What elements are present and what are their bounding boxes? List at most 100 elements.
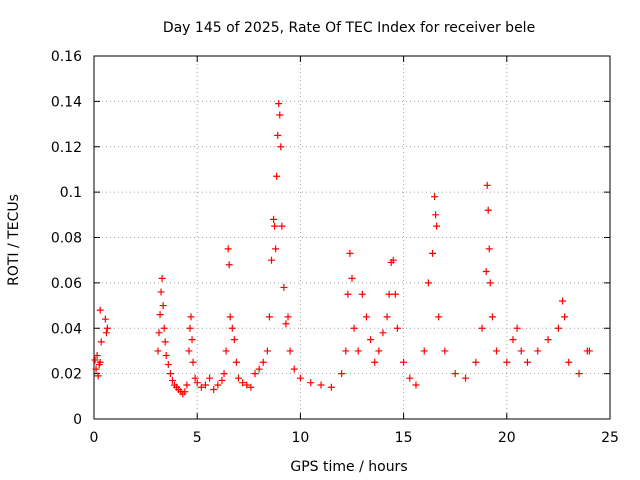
data-point (488, 313, 496, 321)
data-point (255, 365, 263, 373)
data-point (168, 376, 176, 384)
y-tick-label: 0.16 (51, 49, 82, 65)
data-point (162, 351, 170, 359)
data-point (272, 245, 280, 253)
data-point (259, 358, 267, 366)
data-point (164, 361, 172, 369)
data-point (554, 324, 562, 332)
data-point (154, 347, 162, 355)
data-point (342, 347, 350, 355)
data-point (478, 324, 486, 332)
data-point (424, 279, 432, 287)
data-point (561, 313, 569, 321)
data-point (161, 338, 169, 346)
x-tick-label: 15 (395, 430, 413, 446)
x-tick-label: 10 (291, 430, 309, 446)
data-point (482, 268, 490, 276)
y-tick-label: 0.12 (51, 140, 82, 156)
data-point (420, 347, 428, 355)
data-point (433, 222, 441, 230)
data-point (96, 358, 104, 366)
data-point (435, 313, 443, 321)
data-point (103, 324, 111, 332)
data-point (282, 320, 290, 328)
data-point (102, 329, 110, 337)
data-point (375, 347, 383, 355)
data-point (483, 181, 491, 189)
data-point (228, 324, 236, 332)
data-point (186, 324, 194, 332)
y-tick-label: 0.04 (51, 321, 82, 337)
data-point (183, 381, 191, 389)
data-point (338, 370, 346, 378)
data-point (327, 383, 335, 391)
data-point (265, 313, 273, 321)
data-point (391, 290, 399, 298)
data-point (197, 383, 205, 391)
data-point (275, 100, 283, 108)
data-point (503, 358, 511, 366)
data-point (585, 347, 593, 355)
data-point (517, 347, 525, 355)
data-point (157, 288, 165, 296)
data-point (191, 374, 199, 382)
data-point (371, 358, 379, 366)
data-point (523, 358, 531, 366)
data-point (210, 386, 218, 394)
ticks: 0 5 10 15 20 25 0 0.02 0.04 0.06 0.08 0.1 0.12 0.14 0.… (51, 49, 619, 446)
data-point (97, 338, 105, 346)
data-point (379, 329, 387, 337)
data-point (393, 324, 401, 332)
data-point (91, 356, 99, 364)
data-point (451, 370, 459, 378)
data-point (92, 365, 100, 373)
data-point (575, 370, 583, 378)
data-point (385, 290, 393, 298)
x-tick-label: 20 (498, 430, 516, 446)
data-point (155, 329, 163, 337)
y-tick-label: 0 (73, 412, 82, 428)
x-tick-label: 0 (90, 430, 99, 446)
data-point (274, 131, 282, 139)
data-point (284, 313, 292, 321)
data-point (559, 297, 567, 305)
data-point (201, 381, 209, 389)
data-point (276, 111, 284, 119)
data-point (271, 222, 279, 230)
data-point (222, 347, 230, 355)
data-point (94, 372, 102, 380)
data-point (166, 370, 174, 378)
data-point (286, 347, 294, 355)
data-point (160, 324, 168, 332)
data-point (472, 358, 480, 366)
data-point (93, 351, 101, 359)
data-point (346, 249, 354, 257)
data-point (544, 336, 552, 344)
data-point (307, 379, 315, 387)
data-point (96, 306, 104, 314)
data-point (273, 172, 281, 180)
data-point (280, 283, 288, 291)
data-point (247, 383, 255, 391)
data-point (218, 376, 226, 384)
data-point (188, 336, 196, 344)
data-point (158, 274, 166, 282)
data-point (232, 358, 240, 366)
data-point (362, 313, 370, 321)
data-point (432, 211, 440, 219)
data-point (239, 379, 247, 387)
data-point (534, 347, 542, 355)
y-tick-label: 0.02 (51, 367, 82, 383)
y-tick-label: 0.08 (51, 231, 82, 247)
y-tick-label: 0.06 (51, 276, 82, 292)
y-tick-label: 0.1 (60, 185, 82, 201)
data-point (226, 313, 234, 321)
chart-title: Day 145 of 2025, Rate Of TEC Index for r… (163, 20, 535, 36)
data-point (243, 381, 251, 389)
data-point (278, 222, 286, 230)
data-point (350, 324, 358, 332)
data-point (296, 374, 304, 382)
x-tick-label: 5 (193, 430, 202, 446)
data-point (263, 347, 271, 355)
